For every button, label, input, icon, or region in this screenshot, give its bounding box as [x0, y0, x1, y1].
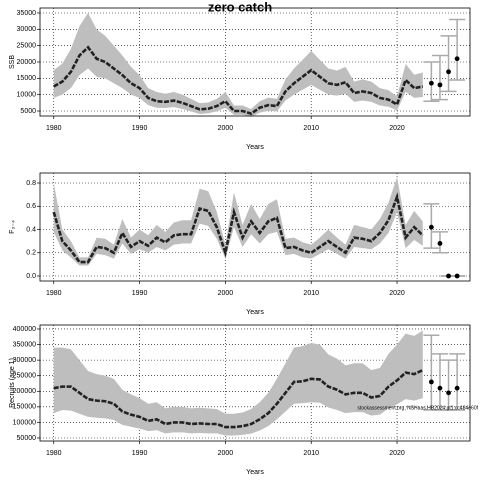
projection-point [428, 224, 434, 230]
y-tick-label: 0.0 [26, 273, 36, 280]
confidence-band [53, 12, 423, 117]
x-tick-label: 2000 [218, 290, 234, 297]
x-tick-label: 1980 [46, 125, 62, 132]
projection-point [446, 69, 451, 75]
plot-frame [39, 172, 471, 282]
annotation: stockassessment.org, NSHaas.HB2024.gt1.c… [357, 405, 478, 411]
x-tick-label: 1980 [46, 450, 62, 457]
y-axis-label: SSB [9, 55, 16, 69]
y-tick-label: 0.2 [26, 250, 36, 257]
plot-frame [39, 324, 471, 442]
y-tick-label: 0.8 [26, 180, 36, 187]
y-tick-label: 100000 [13, 419, 36, 426]
estimate-line [53, 45, 424, 116]
x-tick-label: 2000 [218, 450, 234, 457]
projection-point [428, 379, 434, 385]
projection-point [437, 82, 443, 88]
y-tick-label: 350000 [13, 341, 36, 348]
confidence-band [53, 330, 423, 436]
x-tick-label: 1990 [132, 125, 148, 132]
y-tick-label: 50000 [17, 435, 37, 442]
y-tick-label: 30000 [17, 26, 37, 33]
projection-point [454, 56, 460, 62]
x-tick-label: 2010 [303, 450, 319, 457]
y-tick-label: 300000 [13, 357, 36, 364]
projection-point [454, 273, 460, 279]
estimate-line [53, 368, 424, 429]
y-tick-label: 5000 [20, 108, 36, 115]
x-tick-label: 2020 [389, 450, 405, 457]
x-tick-label: 1980 [46, 290, 62, 297]
y-tick-label: 0.4 [26, 226, 36, 233]
projection-point [437, 241, 443, 246]
y-tick-label: 400000 [13, 326, 36, 333]
y-axis-label: F₃₋₄ [9, 220, 16, 234]
projection-point [446, 390, 451, 396]
y-tick-label: 10000 [17, 92, 37, 99]
y-tick-label: 150000 [13, 404, 36, 411]
estimate-line [52, 192, 424, 264]
y-tick-label: 250000 [13, 373, 36, 380]
y-tick-label: 35000 [17, 10, 37, 17]
y-tick-label: 0.6 [26, 203, 36, 210]
x-tick-label: 1990 [132, 290, 148, 297]
chart-title: zero catch [208, 0, 272, 14]
projection-point [446, 273, 451, 279]
projection-point [454, 385, 460, 391]
projection-point [428, 80, 434, 86]
x-tick-label: 2000 [218, 125, 234, 132]
x-axis-label: Years [246, 144, 264, 151]
x-tick-label: 2010 [303, 290, 319, 297]
x-axis-label: Years [246, 309, 264, 316]
y-tick-label: 200000 [13, 388, 36, 395]
x-tick-label: 1990 [132, 450, 148, 457]
plot-frame [39, 7, 471, 117]
y-tick-label: 20000 [17, 59, 37, 66]
x-tick-label: 2020 [389, 290, 405, 297]
projection-point [437, 385, 443, 391]
y-axis-label: Recruits (age 1) [9, 358, 16, 408]
x-tick-label: 2010 [303, 125, 319, 132]
y-tick-label: 25000 [17, 43, 37, 50]
y-tick-label: 15000 [17, 75, 37, 82]
x-tick-label: 2020 [389, 125, 405, 132]
x-axis-label: Years [246, 469, 264, 476]
